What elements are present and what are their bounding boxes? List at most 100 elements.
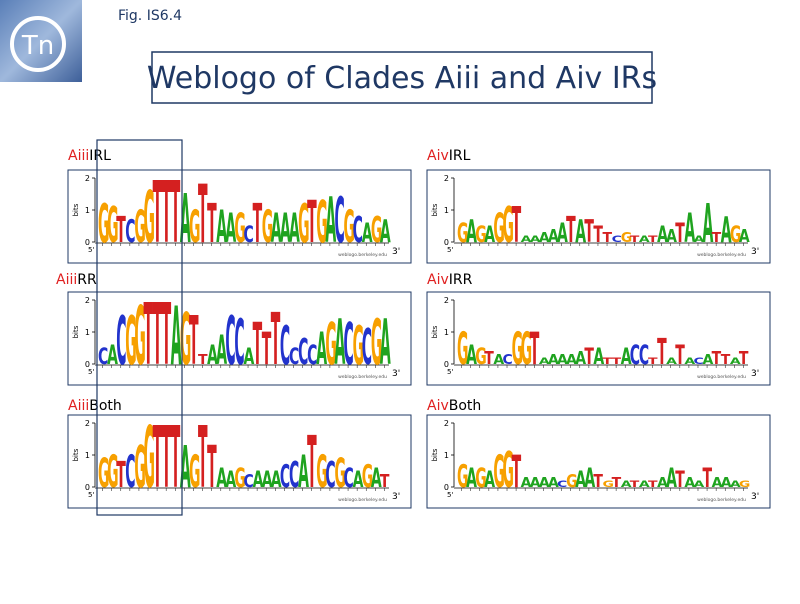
panel-label: AiiiIRL [68,148,111,164]
logo-letter: A [666,356,678,367]
logo-letter: T [162,287,172,385]
logo-letter: A [466,463,477,494]
logo-letter: T [603,230,613,246]
logo-letter: C [630,340,640,371]
logo-letter: T [739,347,749,368]
logo-letter: C [125,445,135,498]
logo-letter: G [189,445,200,498]
highlight-box [96,139,183,516]
tick-label: 1 [85,206,90,215]
logo-letter: A [289,206,300,253]
logo-letter: G [316,445,327,498]
credit: weblogo.berkeley.edu [338,497,387,503]
logo-letter: T [116,210,126,251]
logo-letter: A [225,206,236,253]
logo-letter: G [107,198,118,254]
panel-frame [426,291,771,386]
logo-letter: G [475,345,486,370]
logo-letter: G [457,218,468,249]
logo-letter: A [271,468,282,493]
logo-letter: A [353,468,364,493]
logo-letter: T [603,356,613,367]
logo-letter: A [484,468,495,493]
clade: Aiii [68,148,89,164]
logo-letter: T [253,194,263,256]
logo-ring [10,16,66,72]
logo-letter: C [325,455,335,496]
logo-letter: T [648,356,658,367]
tick-label: 0 [444,360,449,369]
axis-label: bits [431,325,439,338]
logo-letter: A [334,306,345,379]
panel-label: AivBoth [427,398,481,414]
logo-letter: G [134,433,145,500]
logo-letter: T [271,299,281,382]
logo-letter: A [207,340,218,371]
logo-letter: G [457,322,468,375]
panel-frame [426,414,771,509]
title-box [151,51,653,104]
logo-letter: T [198,352,208,368]
logo-letter: G [739,479,750,490]
logo-letter: T [153,287,163,385]
logo-letter: A [216,463,227,494]
credit: weblogo.berkeley.edu [338,252,387,258]
logo-letter: A [466,340,477,371]
logo-letter: A [666,463,677,494]
logo-letter: T [198,168,208,261]
logo-letter: T [612,475,622,491]
region: IRL [449,148,471,164]
tick-label: 1 [85,451,90,460]
logo-letter: A [521,475,532,491]
logo-letter: T [703,463,713,494]
logo-letter: A [548,352,559,368]
logo-letter: A [180,181,191,259]
logo-letter: A [730,479,742,490]
logo-letter: A [262,468,273,493]
logo-letter: T [512,445,522,498]
logo-letter: T [253,310,263,377]
logo-letter: T [648,234,658,245]
logo-letter: G [730,223,741,248]
panel-label: AiiiBoth [68,398,122,414]
axis-label: bits [431,203,439,216]
logo-letter: A [225,468,236,493]
logo-letter: T [712,347,722,368]
logo-letter: C [693,356,703,367]
credit: weblogo.berkeley.edu [697,497,746,503]
logo-letter: T [648,479,658,490]
end-label: 3' [392,492,400,502]
logo-letter: A [684,206,695,253]
logo-letter: C [557,479,567,490]
logo-letter: T [153,410,163,508]
start-label: 5' [447,368,453,376]
logo-letter: C [125,214,135,250]
logo-letter: G [621,230,632,246]
logo-letter: T [566,210,576,251]
logo-letter: A [371,463,382,494]
logo-letter: A [216,200,227,253]
start-label: 5' [447,491,453,499]
logo-letter: C [280,316,290,378]
tick-label: 0 [85,360,90,369]
logo-letter: T [675,340,685,371]
tick-label: 1 [444,206,449,215]
panel-frame [67,169,412,264]
logo-letter: T [584,214,594,250]
logo-text: Tn [21,31,54,61]
logo-letter: G [512,322,523,375]
logo-letter: G [134,290,145,383]
logo-letter: T [380,470,390,491]
logo-letter: A [521,234,533,245]
logo-letter: C [244,470,254,491]
clade: Aiii [56,272,77,288]
logo-letter: T [307,422,317,505]
logo-letter: A [530,475,541,491]
logo-letter: C [307,340,317,371]
logo-letter: T [484,347,494,368]
panel-label: AivIRR [427,272,473,288]
start-label: 5' [88,246,94,254]
logo-letter: A [466,214,477,250]
end-label: 3' [392,247,400,257]
